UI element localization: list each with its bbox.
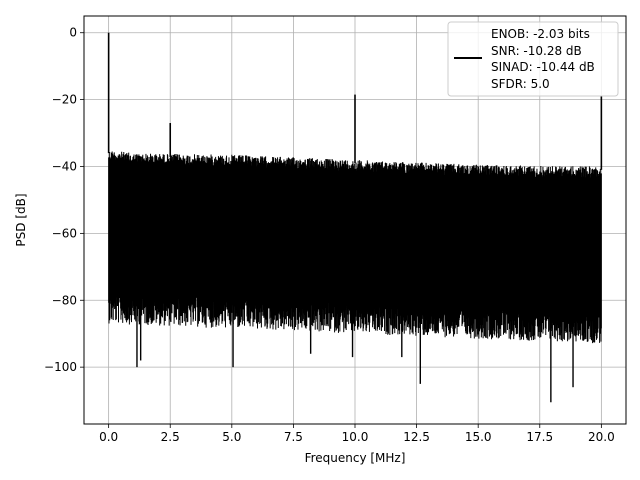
plot-area xyxy=(107,32,603,403)
y-tick-label: 0 xyxy=(69,26,77,40)
y-tick-label: −80 xyxy=(52,293,77,307)
x-tick-label: 5.0 xyxy=(222,430,241,444)
x-tick-label: 17.5 xyxy=(526,430,553,444)
psd-noise-trace xyxy=(108,151,602,344)
x-axis-ticks: 0.0 2.5 5.0 7.5 10.0 12.5 15.0 17.5 20.0 xyxy=(99,424,615,444)
y-tick-label: −100 xyxy=(44,360,77,374)
x-tick-label: 12.5 xyxy=(403,430,430,444)
x-axis-label: Frequency [MHz] xyxy=(305,451,406,465)
x-tick-label: 2.5 xyxy=(161,430,180,444)
y-tick-label: −60 xyxy=(52,226,77,240)
x-tick-label: 7.5 xyxy=(284,430,303,444)
legend-line-sinad: SINAD: -10.44 dB xyxy=(491,60,595,74)
y-tick-label: −20 xyxy=(52,93,77,107)
x-tick-label: 20.0 xyxy=(588,430,615,444)
legend-box xyxy=(447,21,619,97)
legend-line-sfdr: SFDR: 5.0 xyxy=(491,77,550,91)
y-axis-ticks: 0 −20 −40 −60 −80 −100 xyxy=(44,26,84,374)
legend: ENOB: -2.03 bits SNR: -10.28 dB SINAD: -… xyxy=(447,21,619,97)
legend-line-snr: SNR: -10.28 dB xyxy=(491,44,582,58)
y-axis-label: PSD [dB] xyxy=(14,193,28,246)
x-tick-label: 15.0 xyxy=(465,430,492,444)
legend-line-enob: ENOB: -2.03 bits xyxy=(491,27,590,41)
x-tick-label: 10.0 xyxy=(342,430,369,444)
y-tick-label: −40 xyxy=(52,159,77,173)
x-tick-label: 0.0 xyxy=(99,430,118,444)
